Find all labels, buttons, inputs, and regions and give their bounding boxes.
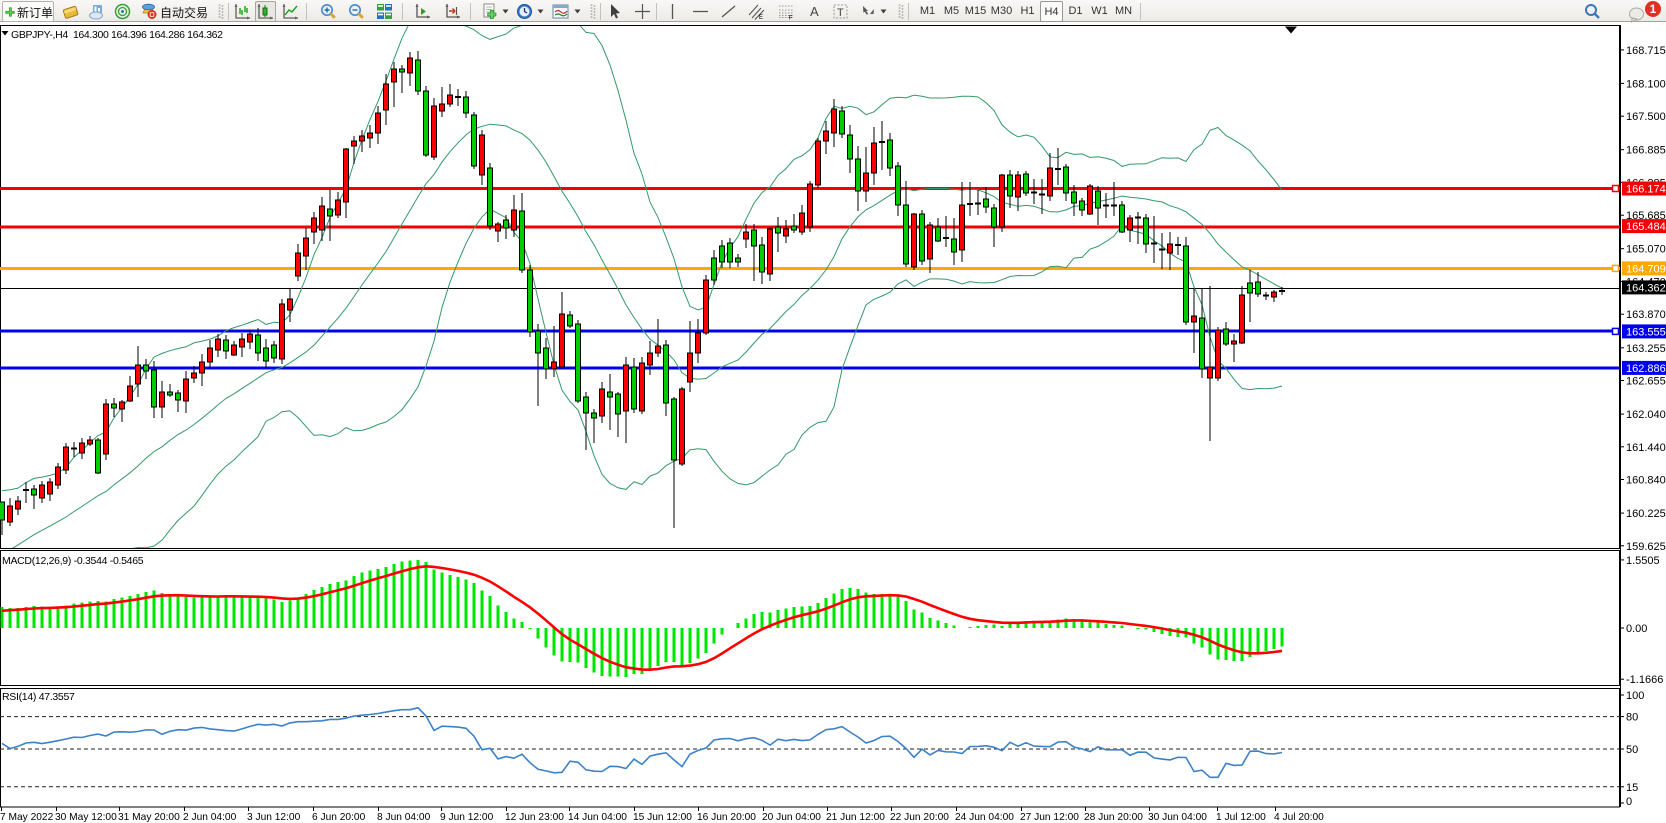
svg-text:0: 0 (1626, 796, 1632, 808)
svg-text:167.500: 167.500 (1626, 111, 1666, 123)
svg-text:3 Jun 12:00: 3 Jun 12:00 (247, 812, 301, 823)
svg-text:166.174: 166.174 (1626, 184, 1666, 196)
svg-text:E: E (759, 15, 763, 20)
svg-text:28 Jun 20:00: 28 Jun 20:00 (1084, 812, 1143, 823)
svg-text:GBPJPY-,H4 164.300 164.396 16: GBPJPY-,H4 164.300 164.396 164.286 164.3… (11, 29, 223, 41)
svg-text:165.070: 165.070 (1626, 244, 1666, 256)
svg-text:16 Jun 20:00: 16 Jun 20:00 (697, 812, 756, 823)
svg-text:24 Jun 04:00: 24 Jun 04:00 (955, 812, 1014, 823)
svg-text:1.5505: 1.5505 (1626, 555, 1660, 567)
svg-text:1 Jul 12:00: 1 Jul 12:00 (1216, 812, 1266, 823)
svg-text:27 Jun 12:00: 27 Jun 12:00 (1020, 812, 1079, 823)
svg-text:T: T (837, 7, 844, 19)
svg-text:163.870: 163.870 (1626, 309, 1666, 321)
svg-text:100: 100 (1626, 690, 1644, 702)
svg-text:163.555: 163.555 (1626, 326, 1666, 338)
svg-text:14 Jun 04:00: 14 Jun 04:00 (568, 812, 627, 823)
svg-text:0.00: 0.00 (1626, 623, 1647, 635)
svg-text:159.625: 159.625 (1626, 541, 1666, 553)
svg-text:RSI(14) 47.3557: RSI(14) 47.3557 (2, 691, 75, 703)
svg-text:MACD(12,26,9) -0.3544 -0.5465: MACD(12,26,9) -0.3544 -0.5465 (2, 555, 144, 567)
svg-text:162.886: 162.886 (1626, 363, 1666, 375)
svg-text:12 Jun 23:00: 12 Jun 23:00 (505, 812, 564, 823)
svg-text:8 Jun 04:00: 8 Jun 04:00 (377, 812, 431, 823)
svg-text:164.709: 164.709 (1626, 263, 1666, 275)
svg-text:162.655: 162.655 (1626, 376, 1666, 388)
svg-text:7 May 2022: 7 May 2022 (0, 812, 54, 823)
svg-text:168.715: 168.715 (1626, 45, 1666, 57)
svg-text:162.040: 162.040 (1626, 409, 1666, 421)
svg-text:30 May 12:00: 30 May 12:00 (55, 812, 117, 823)
svg-text:20 Jun 04:00: 20 Jun 04:00 (762, 812, 821, 823)
svg-text:15: 15 (1626, 782, 1638, 794)
svg-text:9 Jun 12:00: 9 Jun 12:00 (440, 812, 494, 823)
svg-text:21 Jun 12:00: 21 Jun 12:00 (826, 812, 885, 823)
svg-text:F: F (789, 16, 793, 21)
svg-text:50: 50 (1626, 744, 1638, 756)
svg-text:2 Jun 04:00: 2 Jun 04:00 (183, 812, 237, 823)
svg-text:22 Jun 20:00: 22 Jun 20:00 (890, 812, 949, 823)
svg-text:6 Jun 20:00: 6 Jun 20:00 (312, 812, 366, 823)
svg-text:80: 80 (1626, 712, 1638, 724)
svg-text:164.362: 164.362 (1626, 282, 1666, 294)
svg-text:15 Jun 12:00: 15 Jun 12:00 (633, 812, 692, 823)
svg-text:165.484: 165.484 (1626, 221, 1666, 233)
svg-text:4 Jul 20:00: 4 Jul 20:00 (1274, 812, 1324, 823)
svg-text:160.225: 160.225 (1626, 508, 1666, 520)
svg-text:161.440: 161.440 (1626, 442, 1666, 454)
svg-text:30 Jun 04:00: 30 Jun 04:00 (1148, 812, 1207, 823)
svg-text:168.100: 168.100 (1626, 78, 1666, 90)
svg-text:163.255: 163.255 (1626, 343, 1666, 355)
svg-text:166.885: 166.885 (1626, 145, 1666, 157)
svg-text:31 May 20:00: 31 May 20:00 (118, 812, 180, 823)
svg-text:A: A (810, 4, 819, 19)
svg-text:160.840: 160.840 (1626, 475, 1666, 487)
svg-text:-1.1666: -1.1666 (1626, 674, 1663, 686)
